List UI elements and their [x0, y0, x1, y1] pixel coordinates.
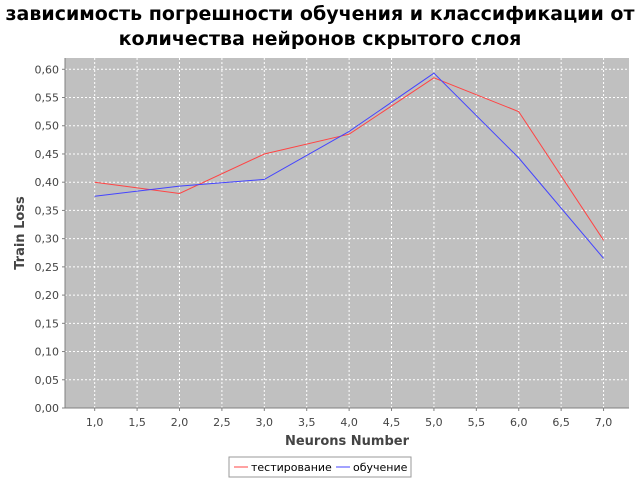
legend: тестирование обучение: [228, 456, 412, 478]
axes: 0,00 0,05 0,10 0,15 0,20 0,25 0,30 0,35 0,40 0,45…: [35, 58, 629, 429]
y-tick-label: 0,45: [35, 148, 60, 161]
y-tick-label: 0,55: [35, 92, 60, 105]
x-tick-label: 3,0: [256, 416, 274, 429]
x-tick-label: 6,5: [552, 416, 570, 429]
y-tick-label: 0,05: [35, 374, 60, 387]
legend-label-training: обучение: [353, 461, 408, 474]
x-tick-label: 5,0: [425, 416, 443, 429]
x-axis-title: Neurons Number: [285, 434, 410, 449]
x-tick-label: 4,5: [383, 416, 401, 429]
series-lines: [94, 72, 605, 259]
x-tick-label: 6,0: [510, 416, 528, 429]
y-tick-label: 0,00: [35, 402, 60, 415]
y-axis-title: Train Loss: [13, 196, 28, 270]
legend-box: [228, 456, 412, 478]
y-tick-label: 0,40: [35, 176, 60, 189]
plot-area: [65, 58, 629, 408]
y-tick-label: 0,30: [35, 233, 60, 246]
x-tick-label: 1,5: [128, 416, 146, 429]
y-tick-label: 0,10: [35, 346, 60, 359]
x-tick-label: 5,5: [468, 416, 486, 429]
x-tick-label: 1,0: [86, 416, 104, 429]
legend-label-testing: тестирование: [251, 461, 332, 474]
chart-title-line-2: количества нейронов скрытого слоя: [118, 28, 522, 50]
y-tick-label: 0,25: [35, 261, 60, 274]
chart-title: зависимость погрешности обучения и класс…: [0, 2, 640, 52]
x-tick-label: 7,0: [595, 416, 613, 429]
series-line-testing: [94, 77, 605, 241]
y-tick-label: 0,60: [35, 63, 60, 76]
x-tick-label: 2,0: [171, 416, 189, 429]
y-tick-label: 0,20: [35, 289, 60, 302]
y-tick-label: 0,50: [35, 120, 60, 133]
chart-title-line-1: зависимость погрешности обучения и класс…: [5, 3, 635, 25]
y-tick-label: 0,15: [35, 317, 60, 330]
series-line-training: [94, 72, 604, 259]
grid-lines: [65, 58, 629, 409]
x-tick-label: 4,0: [340, 416, 358, 429]
x-tick-label: 3,5: [298, 416, 316, 429]
x-tick-label: 2,5: [213, 416, 231, 429]
y-tick-label: 0,35: [35, 204, 60, 217]
